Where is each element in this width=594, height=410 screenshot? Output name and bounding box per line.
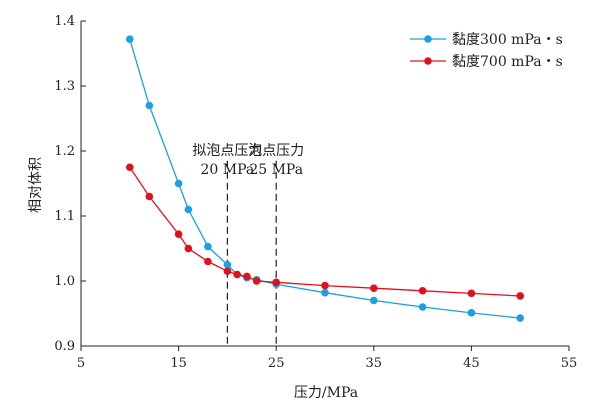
data-point (252, 277, 261, 285)
data-point (418, 303, 427, 311)
data-point (145, 101, 154, 110)
data-point (370, 284, 378, 292)
data-point (467, 289, 476, 298)
legend: 黏度300 mPa・s 黏度700 mPa・s (410, 32, 563, 70)
series-2 (126, 163, 524, 300)
y-tick-label: 1.1 (54, 209, 75, 224)
data-point (126, 35, 134, 43)
axes: 5 15 25 35 45 55 0.9 1.0 1.1 1.2 1.3 1.4 (54, 14, 577, 371)
data-point (467, 309, 476, 317)
y-tick-label: 1.2 (54, 144, 75, 159)
data-point (321, 288, 329, 297)
y-tick-label: 1.4 (54, 14, 75, 29)
data-point (272, 278, 281, 287)
data-point (516, 314, 524, 322)
x-tick-label: 5 (77, 356, 85, 371)
data-point (223, 267, 232, 276)
legend-item: 黏度700 mPa・s (410, 54, 563, 70)
legend-marker (424, 57, 432, 65)
x-tick-label: 45 (463, 356, 480, 371)
data-point (184, 244, 193, 253)
data-point (370, 296, 378, 305)
data-point (321, 281, 329, 290)
data-point (184, 205, 193, 214)
data-point (174, 179, 183, 188)
y-tick-label: 1.3 (54, 79, 75, 94)
data-point (204, 257, 212, 266)
x-tick-label: 15 (170, 356, 187, 371)
annotation-label: 泡点压力 (248, 143, 304, 159)
x-tick-label: 25 (268, 356, 285, 371)
data-point (516, 292, 524, 300)
series-line (129, 166, 521, 297)
annotations: 拟泡点压力 20 MPa 泡点压力 25 MPa (192, 143, 304, 346)
legend-label: 黏度300 mPa・s (452, 32, 563, 48)
data-point (233, 270, 241, 279)
x-axis-title: 压力/MPa (294, 385, 358, 401)
data-point (174, 230, 183, 238)
x-tick-label: 35 (366, 356, 383, 371)
series-line (129, 39, 521, 319)
annotation-value: 20 MPa (201, 162, 255, 178)
y-axis-title: 相对体积 (28, 157, 44, 213)
legend-marker (424, 35, 432, 43)
series-1 (126, 35, 524, 322)
data-point (223, 260, 232, 269)
legend-label: 黏度700 mPa・s (452, 54, 563, 70)
x-tick-label: 55 (561, 356, 578, 371)
data-point (126, 163, 134, 172)
data-point (204, 242, 212, 251)
annotation-value: 25 MPa (249, 162, 303, 178)
annotation-label: 拟泡点压力 (192, 143, 262, 159)
series-layer (126, 35, 524, 322)
legend-item: 黏度300 mPa・s (410, 32, 563, 48)
data-point (145, 192, 154, 201)
y-tick-label: 0.9 (54, 339, 75, 354)
y-tick-label: 1.0 (54, 274, 75, 289)
data-point (243, 272, 251, 281)
data-point (418, 286, 427, 295)
